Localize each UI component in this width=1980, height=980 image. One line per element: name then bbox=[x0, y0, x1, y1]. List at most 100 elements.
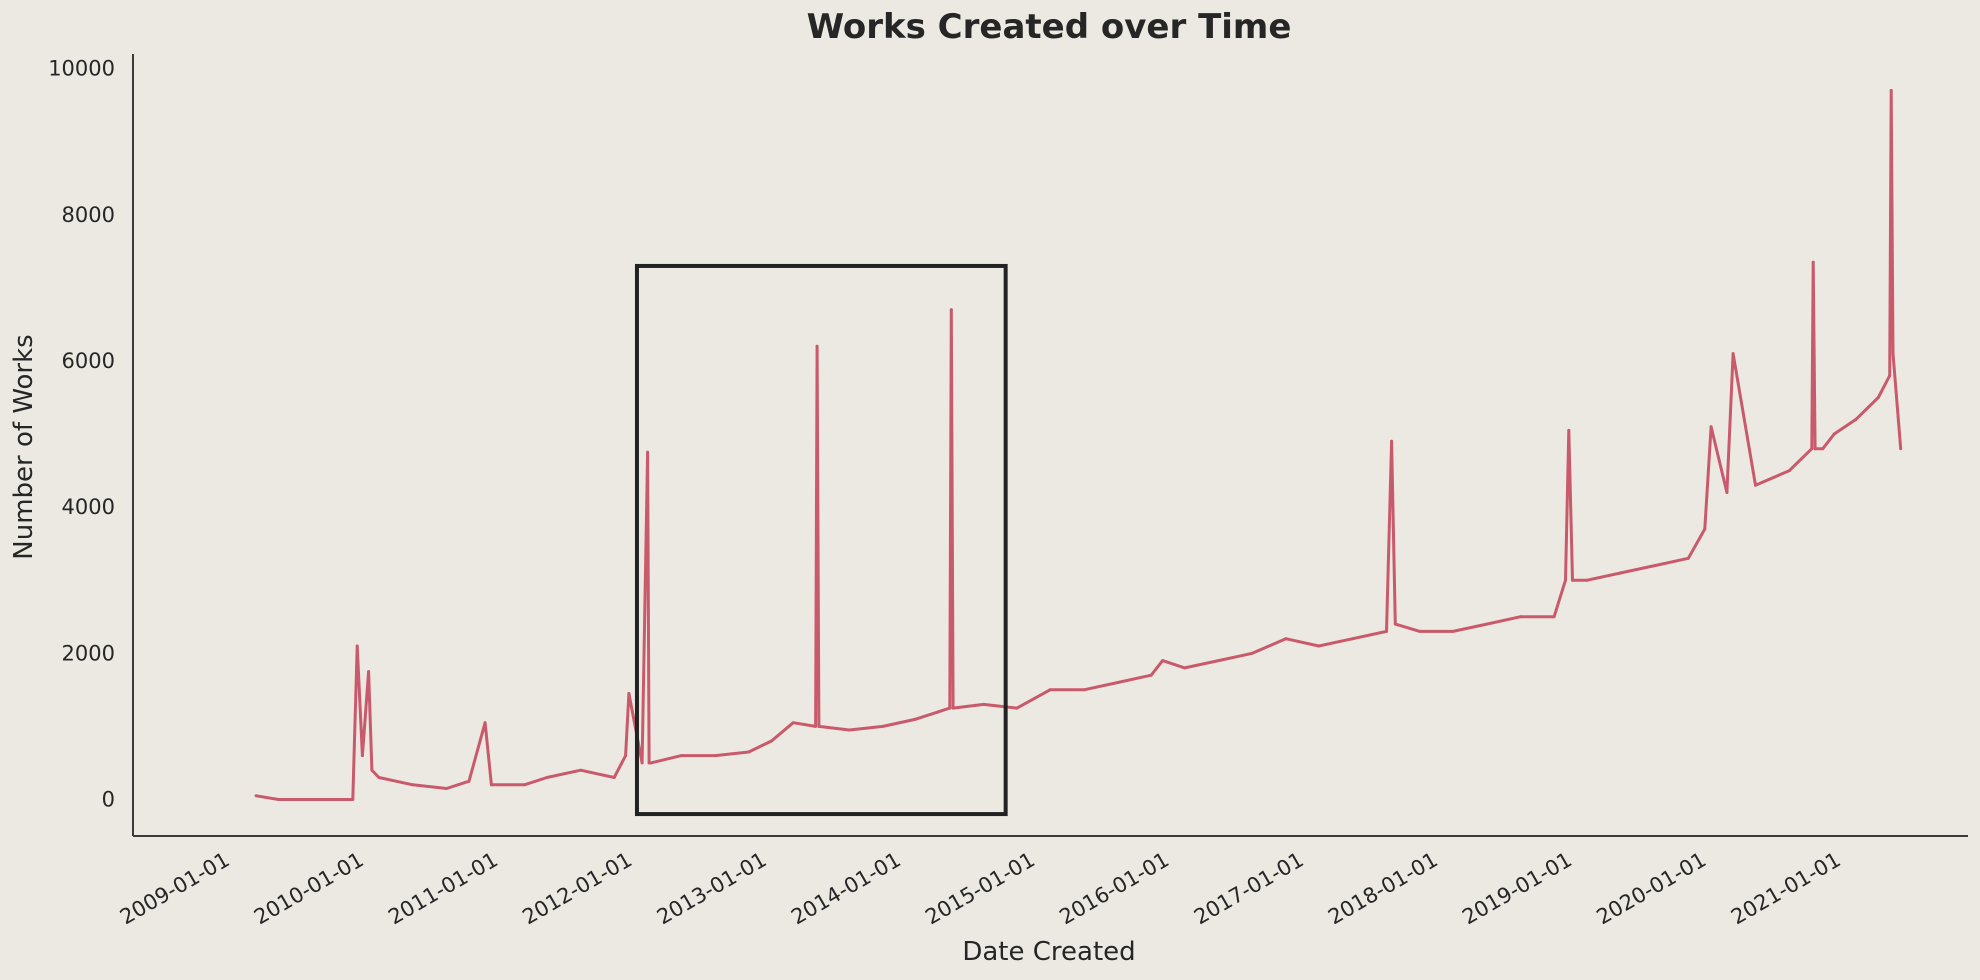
data-point bbox=[1876, 396, 1880, 399]
data-point bbox=[1451, 629, 1455, 633]
data-point bbox=[1284, 637, 1288, 641]
data-point bbox=[1888, 374, 1892, 378]
data-point bbox=[881, 724, 885, 728]
data-point bbox=[936, 710, 940, 714]
data-point bbox=[351, 798, 355, 801]
data-point bbox=[1564, 578, 1567, 582]
x-tick-label: 2012-01-01 bbox=[518, 848, 636, 930]
data-point bbox=[344, 798, 348, 801]
data-point bbox=[355, 644, 359, 648]
data-point bbox=[483, 721, 487, 725]
data-point bbox=[847, 728, 851, 732]
y-tick-label: 2000 bbox=[62, 641, 115, 665]
data-point bbox=[679, 754, 683, 758]
data-point bbox=[1317, 644, 1321, 648]
data-point bbox=[624, 754, 628, 758]
data-point bbox=[1567, 428, 1571, 432]
data-point bbox=[1418, 629, 1422, 633]
data-point bbox=[814, 724, 818, 728]
data-point bbox=[277, 798, 281, 801]
data-point bbox=[1015, 706, 1019, 710]
x-tick-label: 2017-01-01 bbox=[1190, 848, 1308, 930]
x-tick-label: 2016-01-01 bbox=[1055, 848, 1173, 930]
x-tick-label: 2018-01-01 bbox=[1324, 848, 1442, 930]
data-point bbox=[489, 783, 493, 787]
data-point bbox=[1385, 629, 1388, 633]
x-tick-label: 2011-01-01 bbox=[384, 848, 502, 930]
y-tick-labels: 0 2000 4000 6000 8000 10000 bbox=[48, 57, 115, 812]
x-tick-label: 2009-01-01 bbox=[116, 848, 234, 930]
data-point bbox=[747, 750, 751, 754]
x-tick-label: 2019-01-01 bbox=[1458, 848, 1576, 930]
y-axis-label: Number of Works bbox=[9, 334, 39, 559]
data-point bbox=[1048, 688, 1052, 692]
data-point bbox=[1854, 417, 1858, 421]
data-point bbox=[360, 754, 364, 758]
data-point bbox=[1619, 571, 1623, 575]
x-tick-label: 2013-01-01 bbox=[653, 848, 771, 930]
data-point bbox=[467, 779, 471, 783]
annotation-layer bbox=[634, 263, 1008, 817]
data-point bbox=[646, 450, 650, 454]
data-point bbox=[377, 776, 381, 779]
y-tick-label: 0 bbox=[102, 787, 115, 811]
data-point bbox=[367, 670, 371, 674]
data-point bbox=[1889, 89, 1893, 92]
data-point bbox=[627, 692, 631, 695]
data-point bbox=[1821, 447, 1825, 451]
data-point bbox=[982, 702, 986, 706]
data-point bbox=[1390, 439, 1394, 443]
data-point bbox=[1891, 352, 1895, 356]
data-point bbox=[411, 783, 415, 787]
x-tick-label: 2014-01-01 bbox=[787, 848, 905, 930]
x-tick-label: 2021-01-01 bbox=[1727, 848, 1845, 930]
data-point bbox=[949, 308, 953, 312]
data-point bbox=[1585, 578, 1589, 582]
highlight-box bbox=[634, 263, 1008, 817]
data-point bbox=[612, 776, 616, 779]
data-point bbox=[1899, 447, 1903, 451]
x-tick-label: 2010-01-01 bbox=[250, 848, 368, 930]
data-point bbox=[817, 724, 821, 728]
y-tick-label: 10000 bbox=[48, 57, 115, 81]
data-point bbox=[1703, 527, 1707, 531]
y-tick-label: 8000 bbox=[62, 203, 115, 227]
y-tick-label: 6000 bbox=[62, 349, 115, 373]
data-point bbox=[1217, 659, 1220, 663]
data-point bbox=[1754, 483, 1757, 487]
data-point bbox=[1725, 491, 1729, 494]
data-point bbox=[579, 768, 583, 772]
data-point bbox=[545, 776, 549, 779]
data-point bbox=[1709, 425, 1713, 429]
x-axis-label: Date Created bbox=[962, 937, 1135, 967]
series-line bbox=[255, 89, 1903, 801]
data-point bbox=[254, 794, 258, 798]
data-point bbox=[770, 739, 773, 743]
data-point bbox=[1787, 469, 1791, 473]
y-tick-label: 4000 bbox=[62, 495, 115, 519]
data-point bbox=[1393, 622, 1397, 626]
data-point bbox=[1571, 578, 1574, 582]
chart-title: Works Created over Time bbox=[807, 7, 1292, 47]
data-point bbox=[1183, 666, 1187, 670]
data-point bbox=[1161, 659, 1165, 663]
x-tick-label: 2015-01-01 bbox=[921, 848, 1039, 930]
data-point bbox=[640, 761, 644, 765]
data-point bbox=[523, 783, 526, 787]
data-point bbox=[370, 768, 374, 772]
data-point bbox=[1519, 615, 1523, 619]
data-point bbox=[1686, 556, 1690, 560]
data-point bbox=[1116, 681, 1120, 684]
data-point bbox=[1653, 564, 1657, 568]
data-point bbox=[951, 706, 955, 710]
data-point bbox=[1811, 260, 1815, 264]
data-point bbox=[1731, 352, 1735, 356]
data-point bbox=[713, 754, 717, 758]
data-point bbox=[1149, 673, 1153, 677]
data-point bbox=[1250, 651, 1254, 655]
data-point bbox=[1351, 637, 1355, 641]
data-point bbox=[649, 761, 653, 765]
data-point bbox=[1810, 447, 1814, 451]
